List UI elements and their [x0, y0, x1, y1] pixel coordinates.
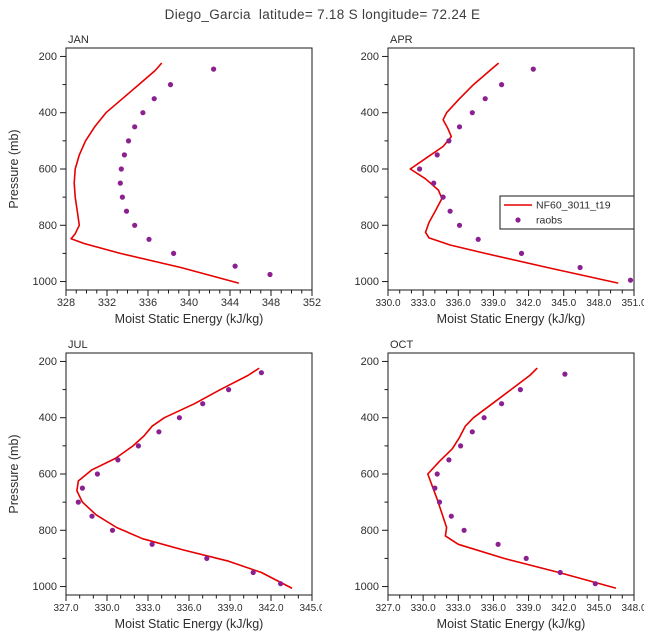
svg-text:336.0: 336.0: [446, 298, 471, 309]
raobs-dots: [117, 66, 273, 278]
legend-raobs-label: raobs: [536, 215, 562, 227]
axis-tick-labels: 200 400 600 800 1000 327.0 330.0 333.0 336.0 339.…: [33, 356, 322, 614]
svg-text:332: 332: [98, 297, 116, 309]
svg-text:600: 600: [39, 469, 57, 481]
svg-text:328: 328: [57, 297, 75, 309]
model-line: [76, 367, 293, 589]
model-line: [70, 62, 239, 284]
svg-text:800: 800: [39, 220, 57, 232]
axis-tick-labels: 200 400 600 800 1000 327.0 330.0 333.0 336.0 339.…: [355, 356, 644, 614]
month-label: JAN: [68, 34, 89, 46]
x-axis-label: Moist Static Energy (kJ/kg): [115, 312, 264, 326]
svg-text:330.0: 330.0: [94, 603, 119, 614]
svg-text:348: 348: [262, 297, 280, 309]
raobs-dots: [75, 370, 284, 587]
x-axis-label: Moist Static Energy (kJ/kg): [437, 312, 586, 326]
panel-jul: 200 400 600 800 1000 327.0 330.0 333.0 336.0 339.…: [7, 339, 322, 631]
svg-text:342.0: 342.0: [258, 603, 283, 614]
svg-text:327.0: 327.0: [53, 603, 78, 614]
svg-text:344: 344: [221, 297, 239, 309]
svg-text:327.0: 327.0: [375, 603, 400, 614]
plot-frame: [387, 47, 635, 291]
svg-text:800: 800: [361, 525, 379, 537]
svg-text:600: 600: [361, 469, 379, 481]
axis-ticks: [60, 360, 313, 601]
svg-text:800: 800: [39, 525, 57, 537]
y-axis-label: Pressure (mb): [7, 129, 21, 208]
svg-text:340: 340: [180, 297, 198, 309]
svg-text:339.0: 339.0: [217, 603, 242, 614]
month-label: APR: [390, 34, 413, 46]
legend-box: [499, 195, 635, 230]
svg-text:600: 600: [361, 164, 379, 176]
axis-tick-labels: 200 400 600 800 1000 330.0 333.0 336.0 339.0 342.…: [355, 51, 644, 309]
svg-text:351.0: 351.0: [621, 298, 644, 309]
svg-text:600: 600: [39, 164, 57, 176]
x-axis-label: Moist Static Energy (kJ/kg): [115, 617, 264, 631]
svg-text:352: 352: [303, 297, 321, 309]
svg-text:200: 200: [39, 51, 57, 63]
svg-text:342.0: 342.0: [551, 603, 576, 614]
x-axis-label: Moist Static Energy (kJ/kg): [437, 617, 586, 631]
svg-text:333.0: 333.0: [446, 603, 471, 614]
svg-text:348.0: 348.0: [586, 298, 611, 309]
svg-text:400: 400: [361, 107, 379, 119]
svg-text:345.0: 345.0: [551, 298, 576, 309]
panel-oct: 200 400 600 800 1000 327.0 330.0 333.0 336.0 339.…: [355, 339, 644, 631]
svg-text:336: 336: [139, 297, 157, 309]
axis-ticks: [382, 360, 635, 601]
svg-text:1000: 1000: [33, 581, 57, 593]
svg-text:1000: 1000: [355, 581, 379, 593]
axis-ticks: [60, 55, 313, 296]
legend-model-label: NF60_3011_t19: [536, 200, 611, 212]
svg-text:342.0: 342.0: [516, 298, 541, 309]
svg-text:345.0: 345.0: [586, 603, 611, 614]
month-label: OCT: [390, 339, 414, 351]
y-axis-label: Pressure (mb): [7, 434, 21, 513]
panel-grid: 200 400 600 800 1000 328 332 336 340 344 348 352 JAN…: [0, 28, 645, 638]
svg-text:400: 400: [39, 107, 57, 119]
svg-text:1000: 1000: [33, 276, 57, 288]
plot-frame: [65, 352, 313, 596]
raobs-dots: [432, 371, 598, 587]
svg-text:339.0: 339.0: [481, 298, 506, 309]
model-line: [409, 62, 619, 284]
svg-text:400: 400: [361, 412, 379, 424]
svg-text:200: 200: [39, 356, 57, 368]
svg-text:800: 800: [361, 220, 379, 232]
svg-text:200: 200: [361, 356, 379, 368]
panel-apr: 200 400 600 800 1000 330.0 333.0 336.0 339.0 342.…: [355, 34, 644, 326]
raobs-dots: [417, 66, 634, 283]
svg-text:336.0: 336.0: [176, 603, 201, 614]
svg-text:336.0: 336.0: [481, 603, 506, 614]
month-label: JUL: [68, 339, 88, 351]
svg-text:1000: 1000: [355, 276, 379, 288]
svg-text:339.0: 339.0: [516, 603, 541, 614]
plot-frame: [65, 47, 313, 291]
axis-ticks: [382, 55, 635, 296]
svg-text:333.0: 333.0: [135, 603, 160, 614]
svg-text:345.0: 345.0: [299, 603, 322, 614]
svg-text:200: 200: [361, 51, 379, 63]
model-line: [427, 367, 617, 589]
svg-text:348.0: 348.0: [621, 603, 644, 614]
svg-text:330.0: 330.0: [375, 298, 400, 309]
page-title: Diego_Garcia latitude= 7.18 S longitude=…: [164, 7, 481, 22]
svg-text:400: 400: [39, 412, 57, 424]
legend-raobs-dot-sample: [515, 217, 521, 223]
svg-text:333.0: 333.0: [411, 298, 436, 309]
svg-text:330.0: 330.0: [411, 603, 436, 614]
